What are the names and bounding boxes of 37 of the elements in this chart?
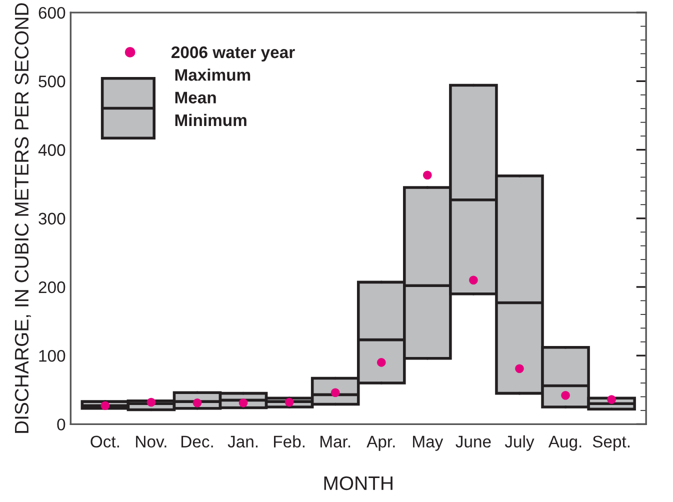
point (330, 388, 340, 398)
y-tick-label: 200 (38, 281, 66, 294)
point (515, 364, 524, 374)
x-tick-label: Apr. (366, 436, 395, 451)
x-axis-title: MONTH (324, 476, 392, 490)
y-tick-label: 400 (38, 144, 66, 156)
x-tick-label: Mar. (320, 436, 350, 448)
point (376, 358, 386, 367)
point (607, 395, 616, 404)
point (561, 390, 570, 400)
point (284, 398, 294, 407)
x-tick-label: Dec. (181, 436, 213, 448)
annotation: Maximum (175, 68, 250, 81)
annotation: Minimum (175, 114, 246, 126)
point (192, 398, 202, 408)
point (100, 401, 110, 410)
x-tick-label: Sept. (592, 436, 630, 451)
x-tick-label: Jan. (228, 436, 258, 448)
y-tick-label: 500 (38, 76, 66, 88)
annotation: Mean (175, 92, 216, 104)
legend-label: 2006 water year (172, 46, 295, 62)
y-tick-label: 300 (38, 212, 66, 225)
x-tick-label: June (456, 436, 491, 448)
point (423, 170, 432, 180)
x-tick-label: Oct. (90, 436, 119, 448)
x-tick-label: Feb. (274, 435, 304, 448)
point (238, 398, 248, 408)
point (146, 398, 156, 407)
x-tick-label: May (413, 436, 444, 451)
x-tick-label: Aug. (548, 436, 582, 451)
y-tick-label: 0 (57, 418, 66, 430)
x-tick-label: Nov. (136, 436, 166, 448)
y-tick-label: 600 (38, 6, 66, 19)
point (469, 276, 478, 285)
y-axis-title: DISCHARGE, IN CUBIC METERS PER SECOND (14, 3, 31, 433)
x-tick-label: July (504, 435, 534, 451)
y-tick-label: 100 (39, 350, 66, 362)
